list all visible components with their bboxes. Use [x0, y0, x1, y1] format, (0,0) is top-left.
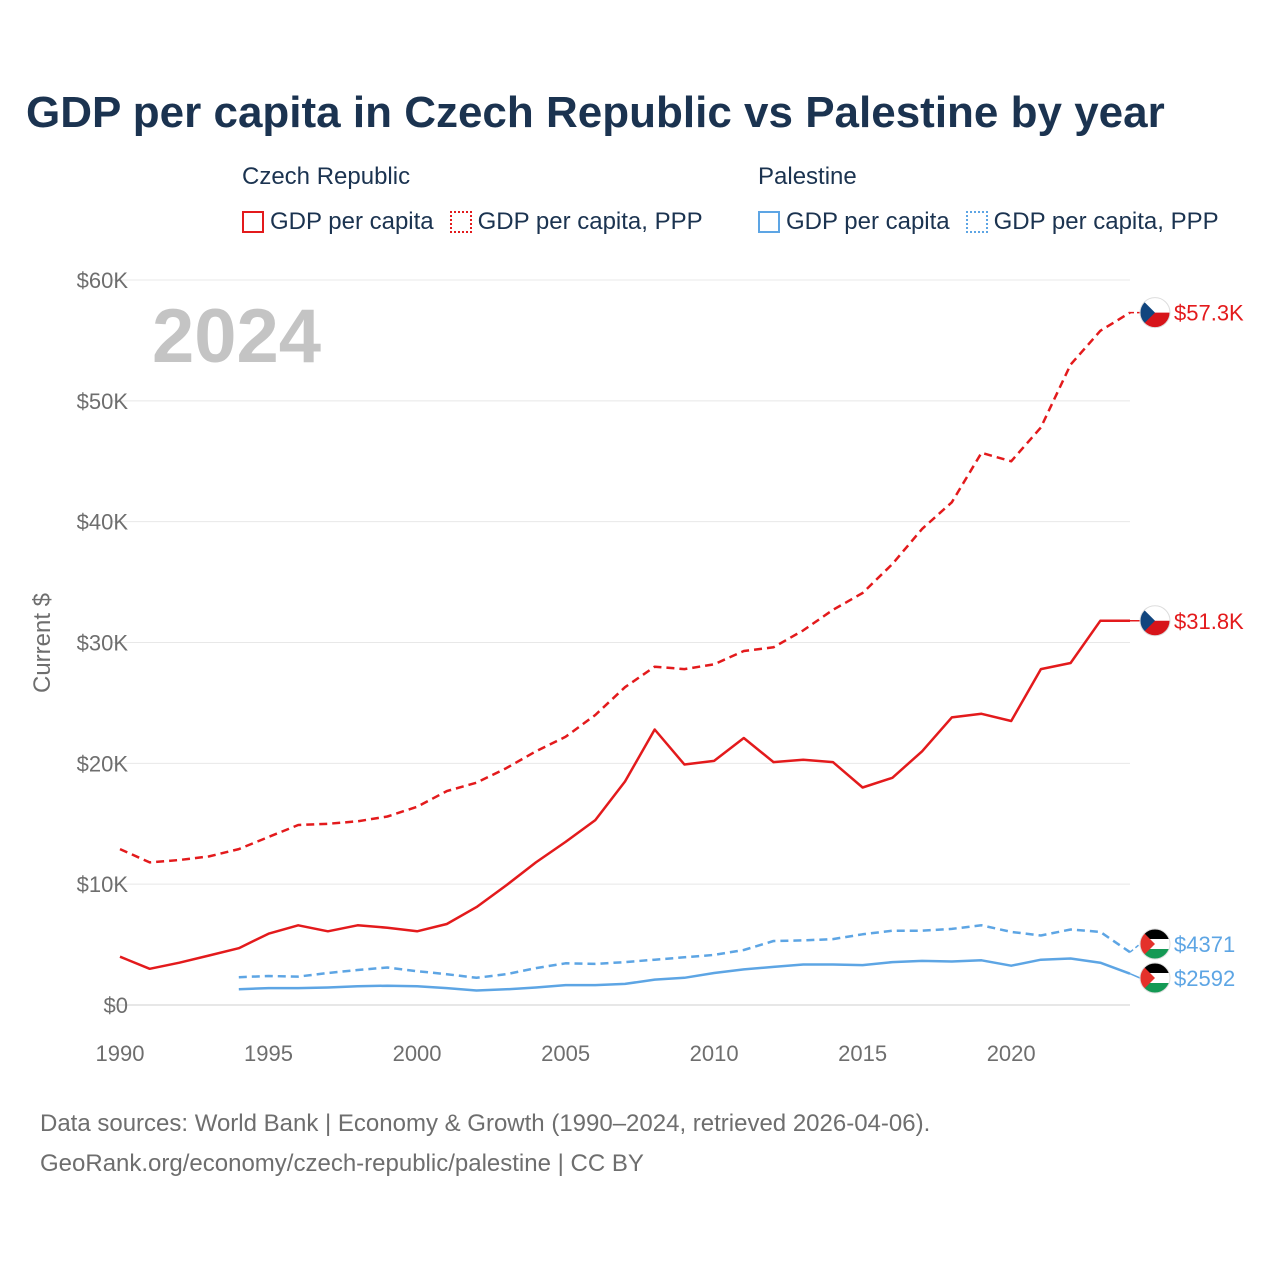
series-line: [119, 619, 1130, 971]
y-tick-label: $10K: [77, 872, 129, 897]
y-tick-label: $40K: [77, 510, 129, 535]
footer: Data sources: World Bank | Economy & Gro…: [40, 1104, 930, 1184]
legend-item-czech-gdp-per-capita-ppp[interactable]: GDP per capita, PPP: [449, 208, 703, 236]
series-line: [238, 957, 1131, 992]
x-tick-label: 2000: [393, 1041, 442, 1066]
legend-swatch-solid-icon: [242, 211, 264, 233]
label-connector: [1129, 943, 1141, 953]
chart-plot-area: $0 $10K $20K $30K $40K $50K $60K 1990 1995 2000 20…: [29, 268, 1244, 1066]
y-tick-label: $50K: [77, 389, 129, 414]
legend-item-palestine-gdp-per-capita-ppp[interactable]: GDP per capita, PPP: [965, 208, 1219, 236]
x-tick-label: 2015: [838, 1041, 887, 1066]
flag-stripe: [1140, 963, 1170, 973]
flag-stripe: [1140, 929, 1170, 939]
chart-title: GDP per capita in Czech Republic vs Pale…: [26, 88, 1165, 137]
footer-url: GeoRank.org/economy/czech-republic/pales…: [40, 1150, 644, 1177]
flag-body: [1140, 929, 1170, 959]
y-tick-label: $20K: [77, 751, 129, 776]
palestine-flag-icon: [1139, 928, 1171, 960]
flag-body: [1140, 963, 1170, 993]
legend-item-label: GDP per capita, PPP: [993, 208, 1219, 235]
legend-item-label: GDP per capita: [270, 208, 434, 235]
x-tick-label: 1995: [244, 1041, 293, 1066]
legend-swatch-dotted-icon: [965, 211, 988, 233]
x-tick-label: 2005: [541, 1041, 590, 1066]
y-tick-label: $0: [104, 993, 128, 1018]
y-tick-label: $60K: [77, 268, 129, 293]
flag-body: [1140, 297, 1170, 328]
flag-stripe: [1140, 949, 1170, 959]
x-tick-label: 2020: [987, 1041, 1036, 1066]
flag-stripe: [1140, 983, 1170, 993]
x-tick-label: 1990: [96, 1041, 145, 1066]
legend-item-palestine-gdp-per-capita[interactable]: GDP per capita: [758, 208, 950, 236]
flag-ring: [1139, 605, 1171, 637]
series-end-label: $57.3K: [1174, 301, 1244, 326]
label-connector: [1129, 972, 1141, 979]
legend-item-czech-gdp-per-capita[interactable]: GDP per capita: [242, 208, 434, 236]
flag-triangle: [1140, 297, 1155, 328]
legend-item-label: GDP per capita, PPP: [477, 208, 703, 235]
legend-item-label: GDP per capita: [786, 208, 950, 235]
flag-ring: [1139, 928, 1171, 960]
series-line: [119, 311, 1131, 864]
series-end-label: $4371: [1174, 932, 1235, 957]
y-axis-title: Current $: [29, 593, 56, 693]
flag-ring: [1139, 297, 1171, 329]
series-end-label: $2592: [1174, 966, 1235, 991]
flag-triangle: [1140, 963, 1155, 993]
legend-group-title: Czech Republic: [242, 163, 411, 190]
series-line: [238, 924, 1131, 980]
flag-ring: [1139, 962, 1171, 994]
legend-group-czech-republic: Czech Republic GDP per capita GDP per ca…: [242, 160, 719, 242]
legend-group-palestine: Palestine GDP per capita GDP per capita,…: [758, 160, 1235, 242]
flag-body: [1140, 605, 1170, 636]
footer-sources: Data sources: World Bank | Economy & Gro…: [40, 1110, 931, 1137]
palestine-flag-icon: [1139, 962, 1171, 994]
czech-flag-icon: [1139, 605, 1171, 637]
legend-swatch-solid-icon: [758, 211, 780, 233]
czech-flag-icon: [1139, 297, 1171, 329]
year-label: 2024: [152, 294, 321, 379]
y-tick-label: $30K: [77, 631, 129, 656]
flag-triangle: [1140, 929, 1155, 959]
legend-group-title: Palestine: [758, 163, 857, 190]
legend-swatch-dotted-icon: [449, 211, 472, 233]
series-end-label: $31.8K: [1174, 609, 1244, 634]
flag-triangle: [1140, 605, 1155, 636]
x-tick-label: 2010: [690, 1041, 739, 1066]
